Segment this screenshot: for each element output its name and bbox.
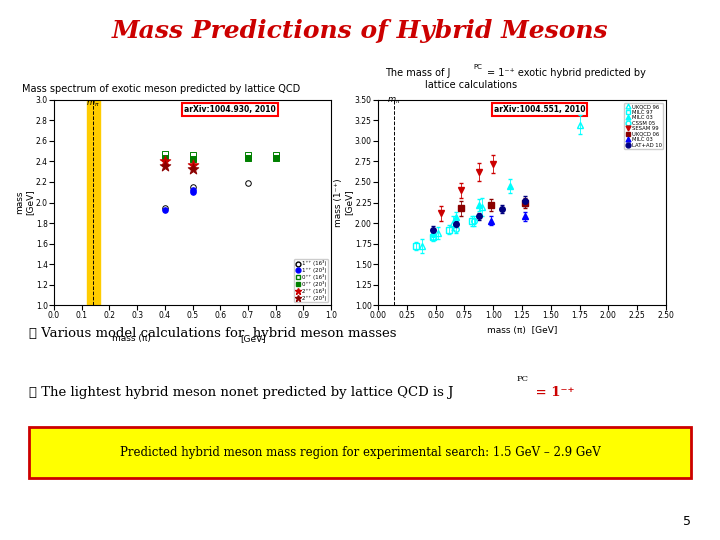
Bar: [87, 100, 100, 305]
Point: [187, 164, 199, 173]
Point: [242, 151, 254, 160]
Point: [159, 203, 171, 212]
Point: [187, 160, 199, 169]
Point: [187, 155, 199, 164]
Text: = 1⁻⁺ exotic hybrid predicted by: = 1⁻⁺ exotic hybrid predicted by: [487, 68, 646, 78]
FancyBboxPatch shape: [29, 427, 691, 478]
Y-axis label: mass (1⁻⁺)
[GeV]: mass (1⁻⁺) [GeV]: [334, 178, 354, 227]
Text: arXiv:1004.551, 2010: arXiv:1004.551, 2010: [493, 105, 585, 114]
Point: [187, 186, 199, 194]
Point: [159, 157, 171, 166]
Text: ➤ The lightest hybrid meson nonet predicted by lattice QCD is J: ➤ The lightest hybrid meson nonet predic…: [29, 386, 454, 399]
Text: lattice calculations: lattice calculations: [425, 80, 517, 90]
Text: mass (π): mass (π): [112, 334, 151, 343]
Point: [159, 161, 171, 170]
Point: [242, 154, 254, 163]
Text: Mass Predictions of Hybrid Mesons: Mass Predictions of Hybrid Mesons: [112, 19, 608, 43]
Text: 5: 5: [683, 515, 691, 528]
Point: [242, 179, 254, 187]
Point: [159, 150, 171, 159]
Text: arXiv:1004.930, 2010: arXiv:1004.930, 2010: [184, 105, 276, 114]
Text: Mass spectrum of exotic meson predicted by lattice QCD: Mass spectrum of exotic meson predicted …: [22, 84, 300, 94]
Legend: 1⁺⁺ (16³), 1⁺⁺ (20³), 0⁺⁺ (16³), 0⁺⁺ (20³), 2⁺⁺ (16³), 2⁺⁺ (20³): 1⁺⁺ (16³), 1⁺⁺ (20³), 0⁺⁺ (16³), 0⁺⁺ (20…: [294, 259, 328, 302]
Text: PC: PC: [517, 375, 529, 383]
Point: [187, 183, 199, 192]
Y-axis label: mass
[GeV]: mass [GeV]: [15, 190, 35, 215]
Text: PC: PC: [474, 64, 482, 70]
Text: Predicted hybrid meson mass region for experimental search: 1.5 GeV – 2.9 GeV: Predicted hybrid meson mass region for e…: [120, 446, 600, 459]
Point: [187, 151, 199, 160]
Legend: UKQCD 96, MILC 97, MILC 03, CSSM 05, SESAM 99, UKQCD 06, MILC 03, LAT+AD 10: UKQCD 96, MILC 97, MILC 03, CSSM 05, SES…: [624, 103, 663, 150]
X-axis label: mass (π)  [GeV]: mass (π) [GeV]: [487, 326, 557, 335]
Text: $m_\pi$: $m_\pi$: [387, 96, 401, 106]
Text: The mass of J: The mass of J: [385, 68, 451, 78]
Point: [187, 188, 199, 197]
Text: = 1⁻⁺: = 1⁻⁺: [531, 386, 575, 399]
Point: [159, 154, 171, 163]
Text: $m_\pi$: $m_\pi$: [86, 99, 99, 109]
Point: [270, 154, 282, 163]
Text: ➤ Various model calculations for  hybrid meson masses: ➤ Various model calculations for hybrid …: [29, 327, 396, 340]
Point: [270, 151, 282, 160]
Text: [GeV]: [GeV]: [240, 334, 266, 343]
Point: [159, 205, 171, 214]
